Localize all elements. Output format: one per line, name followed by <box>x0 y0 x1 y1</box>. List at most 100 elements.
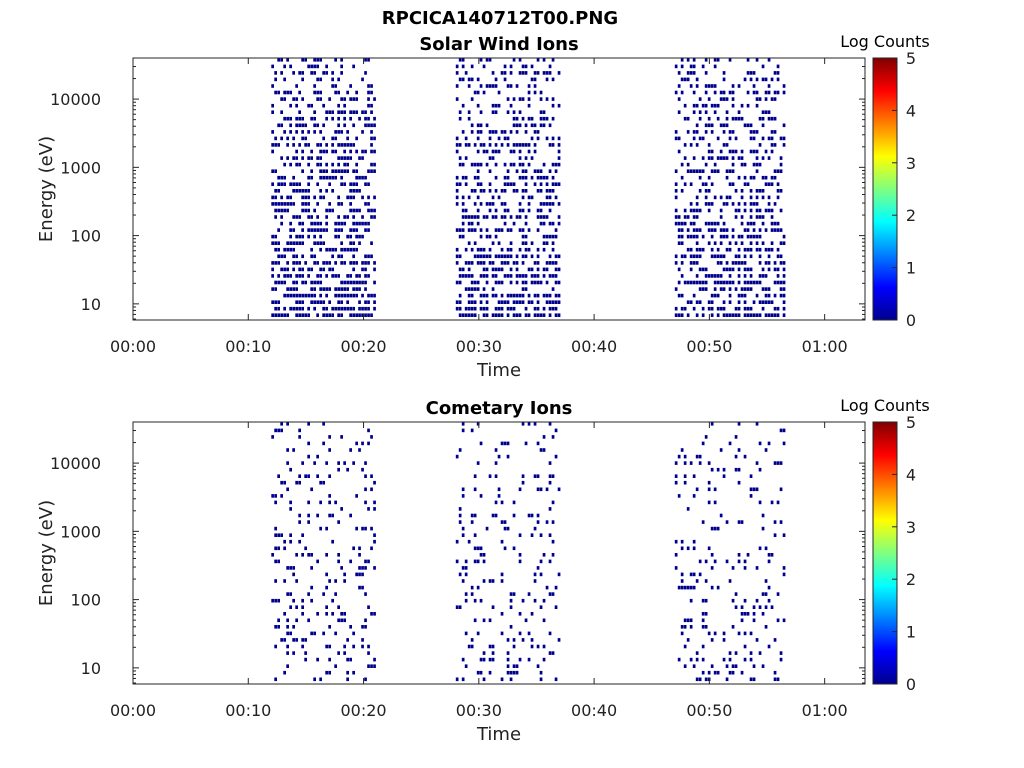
data-cell <box>367 651 370 655</box>
data-cell <box>548 274 552 278</box>
data-cell <box>758 143 762 147</box>
data-cell <box>533 474 537 478</box>
data-cell <box>683 480 687 485</box>
data-cell <box>542 553 546 557</box>
data-cell <box>542 175 546 180</box>
data-cell <box>704 625 708 629</box>
data-cell <box>722 156 726 160</box>
data-cell <box>461 77 465 82</box>
data-cell <box>749 123 753 128</box>
data-cell <box>488 579 492 583</box>
data-cell <box>503 208 507 213</box>
data-cell <box>488 657 492 662</box>
data-cell <box>331 274 334 278</box>
data-cell <box>319 280 322 285</box>
data-cell <box>680 77 684 82</box>
data-cell <box>277 625 280 629</box>
data-cell <box>373 267 376 272</box>
data-cell <box>536 247 540 252</box>
data-cell <box>758 247 762 252</box>
data-cell <box>479 657 483 662</box>
data-cell <box>707 84 711 88</box>
data-cell <box>551 539 555 544</box>
data-cell <box>755 162 759 167</box>
data-cell <box>337 77 340 82</box>
data-cell <box>677 149 681 154</box>
data-cell <box>479 670 483 675</box>
data-cell <box>518 156 522 160</box>
data-cell <box>716 526 720 531</box>
data-cell <box>494 130 498 134</box>
data-cell <box>313 228 316 232</box>
data-cell <box>274 77 277 82</box>
data-cell <box>524 241 528 245</box>
data-cell <box>536 313 540 317</box>
data-cell <box>361 306 364 311</box>
data-cell <box>716 585 720 590</box>
data-cell <box>352 110 355 114</box>
data-cell <box>343 162 346 167</box>
data-cell <box>773 228 777 232</box>
data-cell <box>692 664 696 668</box>
data-cell <box>524 189 528 193</box>
data-cell <box>346 280 349 285</box>
data-cell <box>358 448 361 452</box>
data-cell <box>485 123 489 128</box>
data-cell <box>307 143 310 147</box>
data-cell <box>473 533 477 537</box>
data-cell <box>334 287 337 291</box>
data-cell <box>674 182 678 186</box>
data-cell <box>716 261 720 265</box>
data-cell <box>455 97 459 101</box>
data-cell <box>482 553 486 557</box>
data-cell <box>367 97 370 101</box>
data-cell <box>355 313 358 317</box>
data-cell <box>283 546 286 551</box>
data-cell <box>364 202 367 206</box>
data-cell <box>761 175 765 180</box>
data-cell <box>539 280 543 285</box>
data-cell <box>740 103 744 108</box>
data-cell <box>686 313 690 317</box>
data-cell <box>527 293 531 298</box>
data-cell <box>274 241 277 245</box>
data-cell <box>692 215 696 219</box>
data-cell <box>743 274 747 278</box>
data-cell <box>301 208 304 213</box>
data-cell <box>698 454 702 459</box>
data-cell <box>316 228 319 232</box>
data-cell <box>286 267 289 272</box>
data-cell <box>370 526 373 531</box>
data-cell <box>725 116 729 121</box>
data-cell <box>746 267 750 272</box>
data-cell <box>364 182 367 186</box>
solar-wind-ions-panel: 00:00 00:10 00:20 00:30 00:40 00:50 01:0010100… <box>36 32 930 381</box>
data-cell <box>328 202 331 206</box>
data-cell <box>349 241 352 245</box>
data-cell <box>373 306 376 311</box>
data-cell <box>316 300 319 304</box>
data-cell <box>749 274 753 278</box>
data-cell <box>722 631 726 636</box>
data-cell <box>677 313 681 317</box>
data-cell <box>476 670 480 675</box>
data-cell <box>325 149 328 154</box>
data-cell <box>337 313 340 317</box>
data-cell <box>494 84 498 88</box>
data-cell <box>512 513 516 518</box>
data-cell <box>491 215 495 219</box>
data-cell <box>707 143 711 147</box>
data-cell <box>479 162 483 167</box>
data-cell <box>551 651 555 655</box>
data-cell <box>719 280 723 285</box>
data-cell <box>355 182 358 186</box>
data-cell <box>755 103 759 108</box>
data-cell <box>349 97 352 101</box>
data-cell <box>458 228 462 232</box>
data-cell <box>337 103 340 108</box>
data-cell <box>482 306 486 311</box>
data-cell <box>476 90 480 95</box>
data-cell <box>340 64 343 69</box>
data-cell <box>352 123 355 128</box>
data-cell <box>674 539 678 544</box>
